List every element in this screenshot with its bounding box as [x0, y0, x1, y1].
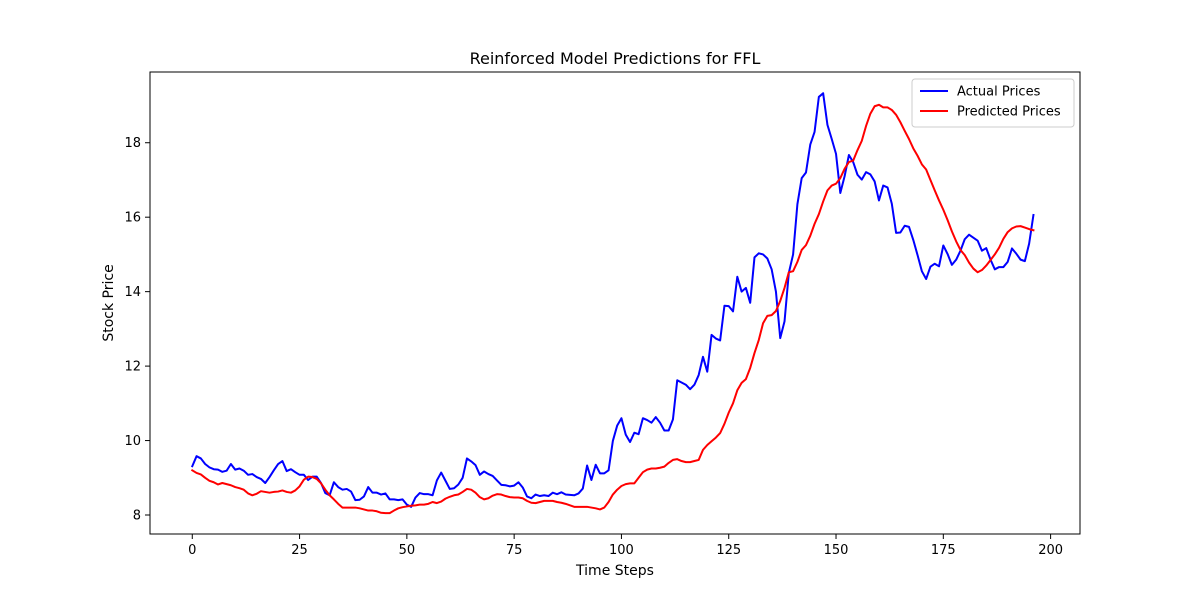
y-tick-label: 10	[124, 434, 141, 449]
y-axis-title: Stock Price	[101, 264, 117, 341]
actual-prices-line	[190, 92, 1035, 508]
x-tick-label: 125	[716, 543, 741, 558]
y-tick-label: 18	[124, 136, 141, 151]
series-layer	[190, 92, 1035, 515]
legend-label-predicted-prices: Predicted Prices	[957, 105, 1061, 120]
x-tick-label: 75	[506, 543, 523, 558]
predicted-prices-line	[190, 103, 1035, 515]
x-tick-label: 100	[609, 543, 634, 558]
x-tick-label: 150	[824, 543, 849, 558]
x-tick-label: 50	[399, 543, 416, 558]
chart-title: Reinforced Model Predictions for FFL	[470, 49, 761, 68]
legend-box	[911, 78, 1075, 128]
legend: Actual Prices Predicted Prices	[911, 78, 1075, 128]
x-tick-label: 25	[291, 543, 308, 558]
plot-frame	[149, 71, 1081, 535]
x-axis-title: Time Steps	[575, 563, 654, 579]
x-tick-label: 0	[188, 543, 196, 558]
y-tick-label: 12	[124, 360, 141, 375]
y-tick-label: 8	[133, 509, 141, 524]
axes-layer: 0 25 50 75 100 125 150 175 200 8 10 12 14 16 18	[124, 71, 1081, 558]
y-tick-label: 14	[124, 285, 141, 300]
x-tick-label: 200	[1038, 543, 1063, 558]
x-tick-label: 175	[931, 543, 956, 558]
y-tick-label: 16	[124, 211, 141, 226]
legend-label-actual-prices: Actual Prices	[957, 85, 1041, 100]
